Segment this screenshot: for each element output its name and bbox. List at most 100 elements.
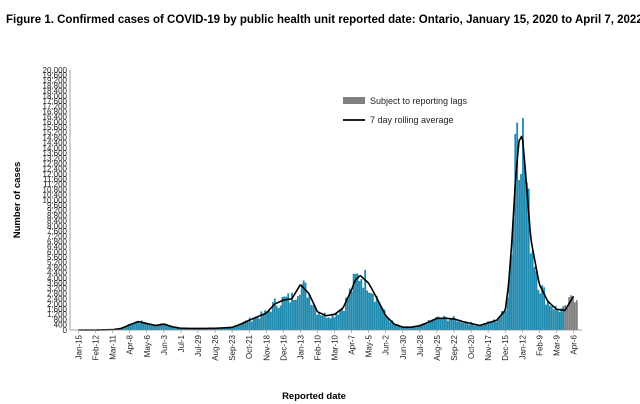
y-tick-label: 6,400 — [47, 243, 68, 252]
daily-case-bar — [410, 326, 413, 330]
daily-case-bar — [535, 271, 538, 330]
y-axis-title: Number of cases — [12, 162, 23, 239]
daily-case-bar — [395, 324, 397, 330]
daily-case-bar — [525, 182, 528, 330]
x-tick-label: Jul-28 — [416, 334, 425, 356]
x-tick-label: Nov-17 — [484, 334, 493, 360]
y-tick-label: 1,200 — [47, 310, 68, 319]
daily-case-bar — [129, 325, 132, 330]
y-tick-label: 4,800 — [47, 263, 68, 272]
daily-case-bar — [168, 326, 170, 330]
daily-case-bar — [427, 320, 430, 330]
daily-case-bar — [487, 321, 490, 330]
x-tick-label: May-5 — [365, 334, 374, 357]
daily-case-bar — [239, 325, 242, 330]
daily-case-bar — [400, 326, 403, 330]
daily-case-bar — [454, 318, 457, 330]
daily-case-bar — [533, 267, 536, 330]
daily-case-bar — [348, 288, 351, 330]
daily-case-bar — [154, 325, 157, 330]
y-tick-label: 0 — [63, 326, 68, 335]
daily-case-bar — [312, 305, 315, 330]
daily-case-bar — [146, 323, 149, 330]
daily-case-bar — [423, 323, 426, 330]
daily-case-bar — [385, 315, 388, 330]
daily-case-bar — [412, 326, 415, 330]
daily-case-bar — [152, 324, 155, 330]
daily-case-bar — [350, 291, 353, 330]
x-tick-label: Apr-7 — [348, 334, 357, 354]
daily-case-bar — [308, 294, 311, 330]
y-tick-label: 800 — [54, 315, 68, 324]
daily-case-bar — [281, 296, 284, 330]
daily-case-bar — [562, 306, 565, 330]
y-tick-label: 6,800 — [47, 237, 68, 246]
y-tick-label: 20,000 — [43, 66, 68, 75]
daily-case-bar — [527, 188, 530, 330]
daily-case-bar — [433, 319, 436, 330]
daily-case-bar — [264, 310, 267, 330]
daily-case-bar — [543, 287, 546, 330]
daily-case-bars — [96, 118, 578, 330]
x-tick-label: Oct-20 — [467, 334, 476, 359]
daily-case-bar — [269, 311, 272, 330]
daily-case-bar — [483, 323, 486, 330]
daily-case-bar — [398, 325, 401, 330]
daily-case-bar — [500, 311, 503, 330]
daily-case-bar — [437, 316, 440, 330]
daily-case-bar — [306, 297, 309, 330]
y-tick-label: 15,200 — [43, 128, 68, 137]
y-tick-label: 10,400 — [43, 191, 68, 200]
daily-case-bar — [341, 309, 343, 330]
daily-case-bar — [470, 321, 472, 330]
daily-case-bar — [373, 301, 376, 330]
daily-case-bar — [354, 273, 357, 330]
daily-case-bar — [279, 305, 282, 330]
daily-case-bar — [339, 309, 342, 330]
y-tick-label: 13,200 — [43, 154, 68, 163]
daily-case-bar — [504, 310, 507, 330]
daily-case-bar — [345, 297, 347, 330]
daily-case-bar — [162, 324, 165, 330]
daily-case-bar — [547, 300, 549, 330]
daily-case-bar — [266, 311, 268, 330]
rolling-average-line-group — [78, 135, 575, 331]
daily-case-bar — [329, 318, 332, 330]
daily-case-bar — [304, 282, 307, 330]
x-tick-label: Jul-1 — [177, 334, 186, 352]
legend-swatch-reporting-lags — [343, 97, 365, 104]
x-tick-label: Sep-23 — [228, 334, 237, 360]
y-tick-label: 11,200 — [43, 180, 67, 189]
y-tick-label: 6,000 — [47, 248, 68, 257]
daily-case-bar — [421, 323, 424, 330]
daily-case-bar — [447, 320, 449, 330]
daily-case-bar — [539, 293, 542, 330]
y-tick-label: 9,600 — [47, 201, 68, 210]
daily-case-bar — [208, 328, 211, 330]
x-tick-label: Dec-16 — [279, 334, 288, 360]
y-tick-label: 15,600 — [43, 123, 68, 132]
daily-case-bar — [164, 323, 166, 330]
daily-case-bar — [458, 319, 461, 330]
legend-label-reporting-lags: Subject to reporting lags — [370, 96, 468, 106]
daily-case-bar — [302, 280, 305, 330]
bar-reporting-lag — [564, 305, 567, 330]
daily-case-bar — [320, 315, 322, 330]
x-axis-title: Reported date — [282, 391, 346, 402]
daily-case-bar — [229, 327, 232, 330]
daily-case-bar — [558, 311, 561, 330]
daily-case-bar — [452, 316, 455, 330]
daily-case-bar — [143, 322, 145, 330]
daily-case-bar — [271, 302, 274, 330]
daily-case-bar — [175, 327, 178, 330]
daily-case-bar — [125, 326, 128, 330]
daily-case-bar — [171, 326, 174, 330]
daily-case-bar — [356, 273, 359, 330]
daily-case-bar — [554, 305, 557, 330]
daily-case-bar — [514, 133, 517, 330]
daily-case-bar — [343, 311, 345, 330]
daily-case-bar — [545, 304, 547, 330]
daily-case-bar — [179, 328, 182, 330]
x-tick-label: Feb-10 — [313, 334, 322, 360]
y-tick-label: 3,600 — [47, 279, 68, 288]
